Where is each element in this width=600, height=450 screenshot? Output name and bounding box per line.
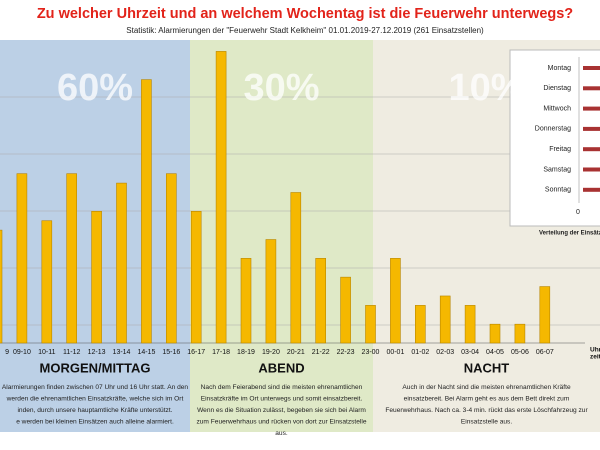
bar xyxy=(41,220,53,344)
x-tick-label: 14-15 xyxy=(137,349,155,356)
inset-x-tick-label: 0 xyxy=(576,209,580,216)
inset-bar-stub xyxy=(583,187,600,192)
bar xyxy=(489,323,501,344)
bar xyxy=(240,258,252,344)
section-title: MORGEN/MITTAG xyxy=(40,360,151,375)
x-tick-label: 16-17 xyxy=(187,349,205,356)
section-text: Einsatzkräfte im Ort unterwegs und somit… xyxy=(201,395,363,402)
bar xyxy=(116,182,127,344)
x-tick-label: 18-19 xyxy=(237,349,255,356)
x-tick-label: 06-07 xyxy=(536,349,554,356)
section-text: inden, durch unsere hauptamtliche Kräfte… xyxy=(17,407,172,414)
section-text: e werden bei kleinen Einsätzen auch alle… xyxy=(16,418,174,425)
x-tick-label: 17-18 xyxy=(212,349,230,356)
x-tick-label: 02-03 xyxy=(436,349,454,356)
bar xyxy=(265,239,277,344)
inset-bar-stub xyxy=(583,66,600,70)
x-tick-label: 22-23 xyxy=(337,349,355,356)
section-text: aus. xyxy=(275,430,288,437)
bar xyxy=(315,258,327,344)
inset-chart: Montag Dienstag Mittwoch Donnerstag Freitag S… xyxy=(509,49,600,237)
section-text: Feuerwehrhaus. Nach ca. 3-4 min. rückt d… xyxy=(385,407,588,414)
inset-category-label: Mittwoch xyxy=(543,105,571,112)
bar xyxy=(0,229,3,344)
inset-bar-stub xyxy=(583,86,600,91)
inset-frame xyxy=(509,49,600,227)
inset-category-label: Freitag xyxy=(549,146,571,153)
inset-x-label: Verteilung der Einsätz xyxy=(539,231,600,237)
inset-category-label: Samstag xyxy=(543,166,571,173)
inset-bar-stub xyxy=(583,126,600,131)
x-tick-label: 03-04 xyxy=(461,349,479,356)
share-label: 10% xyxy=(448,67,524,109)
inset-category-label: Donnerstag xyxy=(535,126,571,133)
share-label: 30% xyxy=(243,67,319,109)
bar xyxy=(166,173,177,344)
inset-bar-stub xyxy=(583,167,600,172)
section-title: ABEND xyxy=(258,360,304,375)
x-axis-label: Uhr xyxy=(590,347,600,354)
bar xyxy=(141,79,152,344)
x-tick-label: 23-00 xyxy=(362,349,380,356)
chart-title: Zu welcher Uhrzeit und an welchem Wochen… xyxy=(37,6,573,22)
x-tick-label: 9 xyxy=(5,349,9,356)
inset-bar-stub xyxy=(583,147,600,152)
bar xyxy=(340,276,351,344)
section-text: werden die ehrenamtlichen Einsatzkräfte,… xyxy=(6,395,184,402)
bar xyxy=(16,173,28,344)
share-label: 60% xyxy=(57,67,133,109)
inset-category-label: Dienstag xyxy=(543,85,571,92)
bar xyxy=(539,286,551,344)
x-tick-label: 15-16 xyxy=(162,349,180,356)
inset-bar-stub xyxy=(583,106,600,111)
bar xyxy=(91,211,102,344)
x-tick-label: 09-10 xyxy=(13,349,31,356)
bar xyxy=(290,192,302,344)
section-text: Auch in der Nacht sind die meisten ehren… xyxy=(402,384,571,391)
x-tick-label: 10-11 xyxy=(38,349,55,356)
section-text: einsatzbereit. Bei Alarm geht es aus dem… xyxy=(404,395,570,402)
section-text: Wenn es die Situation zulässt, begeben s… xyxy=(197,407,366,414)
bar xyxy=(464,305,476,344)
x-tick-label: 19-20 xyxy=(262,349,280,356)
section-title: NACHT xyxy=(464,360,510,375)
bar xyxy=(190,211,202,344)
x-tick-label: 01-02 xyxy=(411,349,429,356)
x-tick-label: 11-12 xyxy=(63,349,80,356)
x-tick-label: 12-13 xyxy=(88,349,106,356)
bar xyxy=(365,305,376,344)
x-tick-label: 13-14 xyxy=(113,349,131,356)
bar xyxy=(66,173,77,344)
x-tick-label: 00-01 xyxy=(386,349,404,356)
bar xyxy=(414,305,426,344)
bar xyxy=(215,51,227,344)
section-text: Nach dem Feierabend sind die meisten ehr… xyxy=(201,384,363,391)
bar xyxy=(514,323,526,344)
x-tick-label: 04-05 xyxy=(486,349,504,356)
x-axis-label: zeit xyxy=(590,354,600,361)
bar xyxy=(439,295,451,344)
bar xyxy=(390,258,401,344)
x-tick-label: 05-06 xyxy=(511,349,529,356)
x-tick-label: 20-21 xyxy=(287,349,305,356)
section-text: Alarmierungen finden zwischen 07 Uhr und… xyxy=(2,384,189,391)
x-tick-label: 21-22 xyxy=(312,349,330,356)
chart-subtitle: Statistik: Alarmierungen der "Feuerwehr … xyxy=(126,26,484,35)
section-text: zum Feuerwehrhaus und rücken von dort zu… xyxy=(196,418,366,425)
inset-category-label: Montag xyxy=(548,65,571,72)
inset-category-label: Sonntag xyxy=(545,187,571,194)
section-text: Einsatzstelle aus. xyxy=(461,418,512,425)
